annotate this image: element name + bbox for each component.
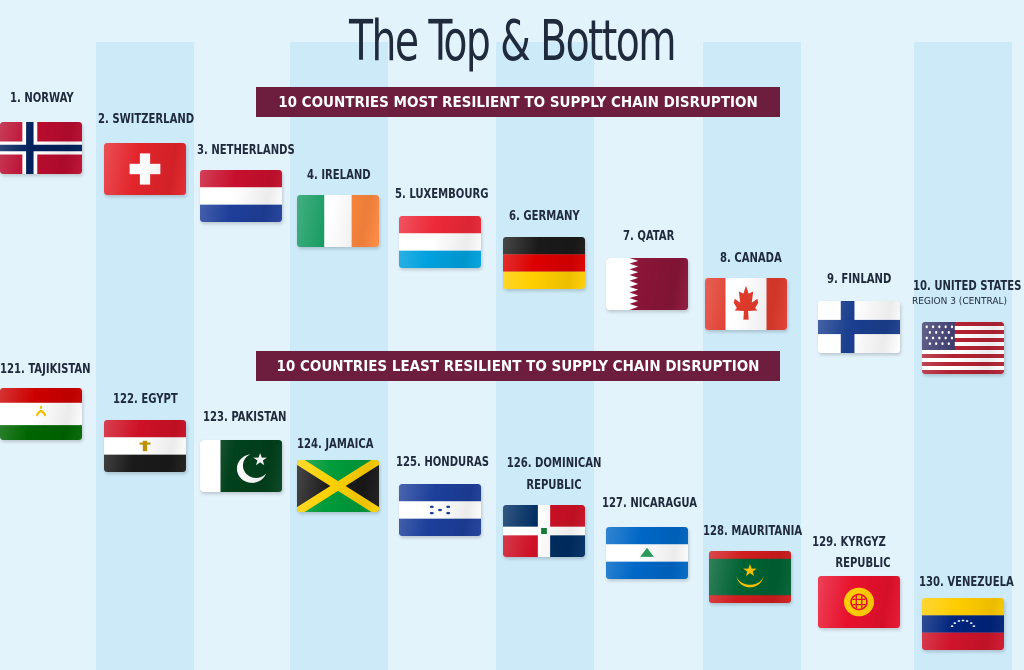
nicaragua-flag-icon (606, 527, 688, 579)
column-stripe (96, 42, 194, 670)
united-states-flag-icon (922, 322, 1004, 374)
country-label: 3. NETHERLANDS (197, 143, 295, 158)
country-label: 10. UNITED STATES (913, 279, 1022, 294)
country-label: 122. EGYPT (113, 392, 178, 407)
country-label: 127. NICARAGUA (602, 496, 698, 511)
country-label: 128. MAURITANIA (703, 524, 803, 539)
country-label-line2: REPUBLIC (835, 556, 891, 571)
mauritania-flag-icon (709, 551, 791, 603)
country-label: 7. QATAR (623, 229, 675, 244)
country-label-line2: REPUBLIC (526, 478, 582, 493)
jamaica-flag-icon (297, 460, 379, 512)
country-label: 121. TAJIKISTAN (0, 362, 91, 377)
qatar-flag-icon (606, 258, 688, 310)
country-label: 2. SWITZERLAND (98, 112, 195, 127)
netherlands-flag-icon (200, 170, 282, 222)
finland-flag-icon (818, 301, 900, 353)
dominican-republic-flag-icon (503, 505, 585, 557)
egypt-flag-icon (104, 420, 186, 472)
ireland-flag-icon (297, 195, 379, 247)
country-label: 5. LUXEMBOURG (395, 187, 489, 202)
country-label: 125. HONDURAS (396, 455, 490, 470)
germany-flag-icon (503, 237, 585, 289)
country-label: 9. FINLAND (827, 272, 892, 287)
kyrgyz-republic-flag-icon (818, 576, 900, 628)
bottom-banner: 10 COUNTRIES LEAST RESILIENT TO SUPPLY C… (256, 351, 780, 381)
norway-flag-icon (0, 122, 82, 174)
country-label: 8. CANADA (720, 251, 782, 266)
country-label: 129. KYRGYZ (812, 535, 886, 550)
venezuela-flag-icon (922, 598, 1004, 650)
country-label: 124. JAMAICA (297, 437, 374, 452)
pakistan-flag-icon (200, 440, 282, 492)
page-title: The Top & Bottom (349, 9, 676, 74)
canada-flag-icon (705, 278, 787, 330)
switzerland-flag-icon (104, 143, 186, 195)
country-sub-label: REGION 3 (CENTRAL) (912, 296, 1008, 307)
country-label: 130. VENEZUELA (919, 575, 1014, 590)
luxembourg-flag-icon (399, 216, 481, 268)
country-label: 6. GERMANY (509, 209, 580, 224)
country-label: 126. DOMINICAN (506, 456, 602, 471)
honduras-flag-icon (399, 484, 481, 536)
country-label: 4. IRELAND (307, 168, 371, 183)
tajikistan-flag-icon (0, 388, 82, 440)
top-banner: 10 COUNTRIES MOST RESILIENT TO SUPPLY CH… (256, 87, 780, 117)
country-label: 1. NORWAY (10, 91, 74, 106)
country-label: 123. PAKISTAN (203, 410, 287, 425)
